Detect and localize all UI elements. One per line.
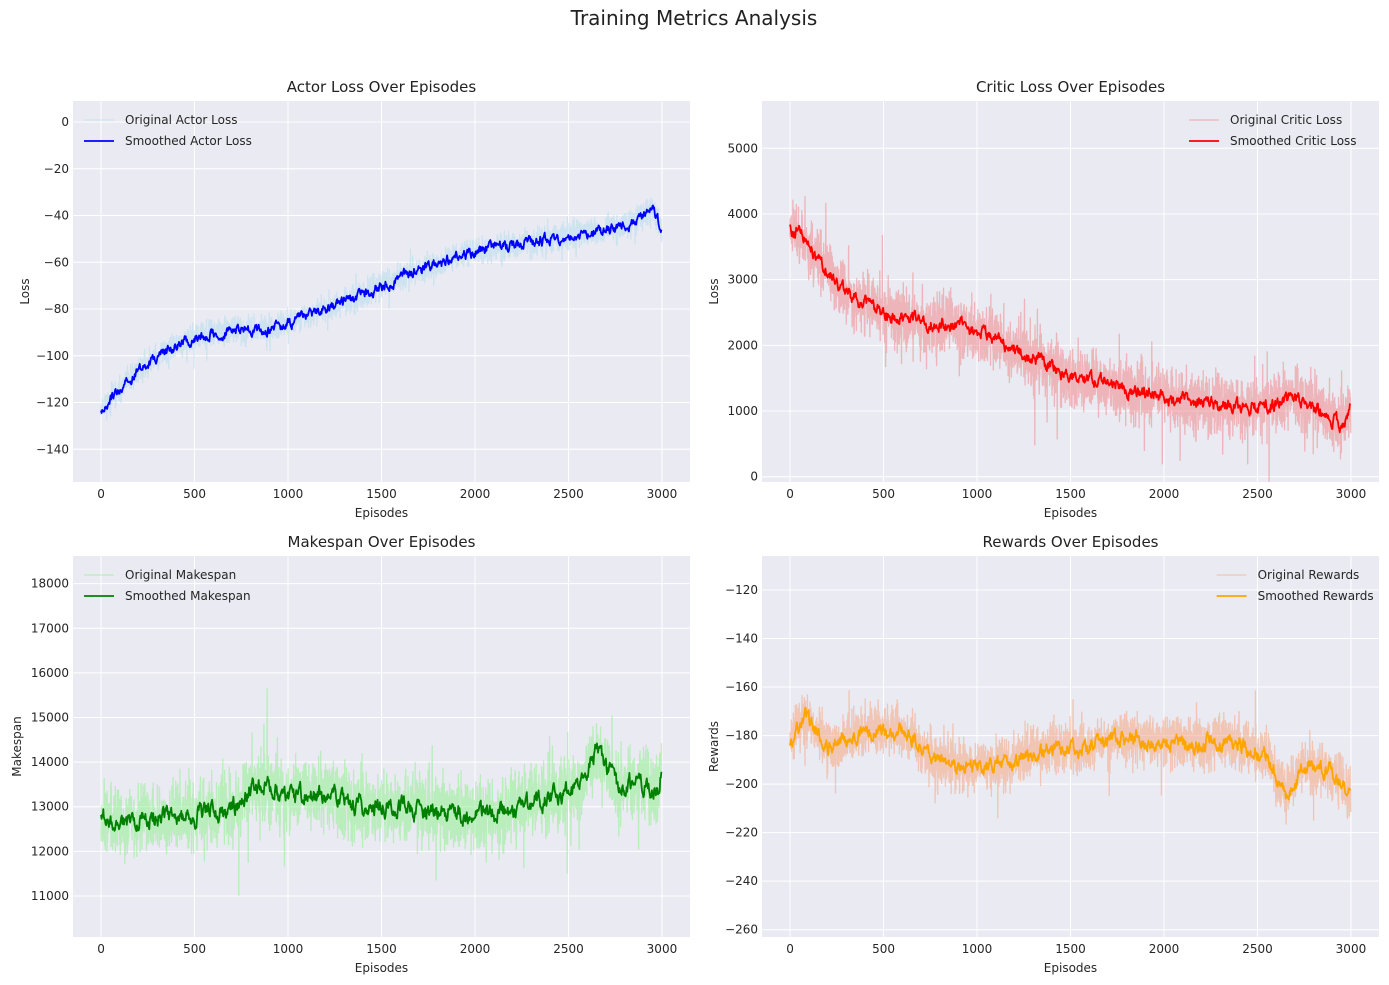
- actor-loss-panel: 0 500 1000 1500 2000 2500 3000 0 −20 −40 −60 −80 −10…: [18, 78, 690, 520]
- rewards-x-tick-label: 1500: [1055, 942, 1086, 956]
- critic-loss-legend-label: Smoothed Critic Loss: [1230, 134, 1357, 148]
- rewards-panel: 0 500 1000 1500 2000 2500 3000 −120 −140 −160 −180…: [707, 533, 1379, 975]
- critic-loss-y-axis-label: Loss: [707, 278, 721, 304]
- makespan-x-tick-label: 2000: [460, 942, 491, 956]
- actor-loss-y-tick-label: −80: [44, 302, 69, 316]
- makespan-smoothed-line: [100, 742, 663, 832]
- rewards-y-axis-label: Rewards: [707, 721, 721, 772]
- actor-loss-smoothed-line: [100, 204, 663, 414]
- makespan-x-tick-label: 2500: [553, 942, 584, 956]
- makespan-y-tick-label: 17000: [31, 621, 69, 635]
- actor-loss-legend: Original Actor Loss Smoothed Actor Loss: [84, 113, 252, 148]
- makespan-x-tick-label: 0: [97, 942, 105, 956]
- critic-loss-x-tick-label: 500: [872, 487, 895, 501]
- rewards-legend: Original Rewards Smoothed Rewards: [1216, 568, 1374, 603]
- makespan-y-tick-label: 12000: [31, 844, 69, 858]
- critic-loss-x-tick-label: 2000: [1149, 487, 1180, 501]
- actor-loss-y-tick-label: −140: [36, 442, 69, 456]
- rewards-legend-label: Smoothed Rewards: [1258, 589, 1374, 603]
- actor-loss-x-axis-label: Episodes: [355, 506, 408, 520]
- rewards-y-tick-label: −160: [725, 680, 758, 694]
- makespan-x-tick-label: 1000: [273, 942, 304, 956]
- critic-loss-legend: Original Critic Loss Smoothed Critic Loss: [1189, 113, 1357, 148]
- makespan-y-tick-label: 18000: [31, 577, 69, 591]
- makespan-title: Makespan Over Episodes: [288, 533, 476, 551]
- critic-loss-smoothed-line: [789, 224, 1352, 434]
- rewards-x-tick-label: 2500: [1242, 942, 1273, 956]
- rewards-y-tick-label: −260: [725, 923, 758, 937]
- rewards-x-tick-label: 0: [786, 942, 794, 956]
- actor-loss-legend-label: Original Actor Loss: [125, 113, 237, 127]
- actor-loss-x-tick-label: 3000: [647, 487, 678, 501]
- rewards-x-tick-label: 1000: [962, 942, 993, 956]
- actor-loss-x-tick-label: 2000: [460, 487, 491, 501]
- makespan-x-tick-label: 500: [183, 942, 206, 956]
- critic-loss-y-tick-label: 0: [750, 470, 758, 484]
- makespan-x-tick-label: 3000: [647, 942, 678, 956]
- critic-loss-grid: [762, 101, 1379, 482]
- actor-loss-x-tick-label: 0: [97, 487, 105, 501]
- makespan-y-tick-label: 13000: [31, 800, 69, 814]
- rewards-title: Rewards Over Episodes: [982, 533, 1158, 551]
- critic-loss-panel: 0 500 1000 1500 2000 2500 3000 0 1000 2000 3000 400…: [707, 78, 1379, 520]
- actor-loss-x-tick-label: 1000: [273, 487, 304, 501]
- makespan-legend-label: Smoothed Makespan: [125, 589, 251, 603]
- critic-loss-y-tick-label: 2000: [727, 338, 758, 352]
- figure-title: Training Metrics Analysis: [570, 6, 818, 30]
- rewards-y-tick-label: −200: [725, 777, 758, 791]
- rewards-legend-label: Original Rewards: [1258, 568, 1360, 582]
- makespan-x-axis-label: Episodes: [355, 961, 408, 975]
- critic-loss-x-tick-label: 1000: [962, 487, 993, 501]
- critic-loss-x-axis-label: Episodes: [1044, 506, 1097, 520]
- rewards-x-axis-label: Episodes: [1044, 961, 1097, 975]
- rewards-x-tick-label: 3000: [1336, 942, 1367, 956]
- rewards-x-tick-label: 500: [872, 942, 895, 956]
- makespan-y-tick-label: 14000: [31, 755, 69, 769]
- critic-loss-y-tick-label: 5000: [727, 141, 758, 155]
- actor-loss-y-tick-label: −20: [44, 162, 69, 176]
- rewards-y-tick-label: −120: [725, 583, 758, 597]
- rewards-y-tick-label: −220: [725, 826, 758, 840]
- rewards-y-tick-label: −240: [725, 874, 758, 888]
- makespan-x-tick-label: 1500: [366, 942, 397, 956]
- actor-loss-title: Actor Loss Over Episodes: [287, 78, 477, 96]
- rewards-y-tick-label: −180: [725, 729, 758, 743]
- critic-loss-original-line: [789, 195, 1352, 482]
- critic-loss-x-tick-label: 1500: [1055, 487, 1086, 501]
- actor-loss-y-tick-label: −60: [44, 255, 69, 269]
- actor-loss-y-axis-label: Loss: [18, 278, 32, 304]
- rewards-smoothed-line: [789, 706, 1352, 801]
- actor-loss-y-tick-label: −100: [36, 349, 69, 363]
- makespan-y-tick-label: 16000: [31, 666, 69, 680]
- rewards-y-tick-label: −140: [725, 632, 758, 646]
- actor-loss-x-tick-label: 2500: [553, 487, 584, 501]
- actor-loss-grid: [73, 101, 690, 482]
- actor-loss-legend-label: Smoothed Actor Loss: [125, 134, 252, 148]
- actor-loss-x-tick-label: 1500: [366, 487, 397, 501]
- actor-loss-y-tick-label: −40: [44, 209, 69, 223]
- makespan-legend-label: Original Makespan: [125, 568, 236, 582]
- critic-loss-y-tick-label: 4000: [727, 207, 758, 221]
- actor-loss-x-tick-label: 500: [183, 487, 206, 501]
- critic-loss-x-tick-label: 0: [786, 487, 794, 501]
- critic-loss-x-tick-label: 2500: [1242, 487, 1273, 501]
- makespan-y-tick-label: 15000: [31, 711, 69, 725]
- makespan-legend: Original Makespan Smoothed Makespan: [84, 568, 251, 603]
- makespan-panel: 0 500 1000 1500 2000 2500 3000 11000 12000 13000 1…: [10, 533, 690, 975]
- critic-loss-x-tick-label: 3000: [1336, 487, 1367, 501]
- critic-loss-y-tick-label: 1000: [727, 404, 758, 418]
- critic-loss-title: Critic Loss Over Episodes: [976, 78, 1165, 96]
- makespan-y-tick-label: 11000: [31, 889, 69, 903]
- critic-loss-y-tick-label: 3000: [727, 273, 758, 287]
- actor-loss-y-tick-label: −120: [36, 396, 69, 410]
- rewards-x-tick-label: 2000: [1149, 942, 1180, 956]
- makespan-y-axis-label: Makespan: [10, 716, 24, 776]
- critic-loss-legend-label: Original Critic Loss: [1230, 113, 1342, 127]
- actor-loss-y-tick-label: 0: [61, 115, 69, 129]
